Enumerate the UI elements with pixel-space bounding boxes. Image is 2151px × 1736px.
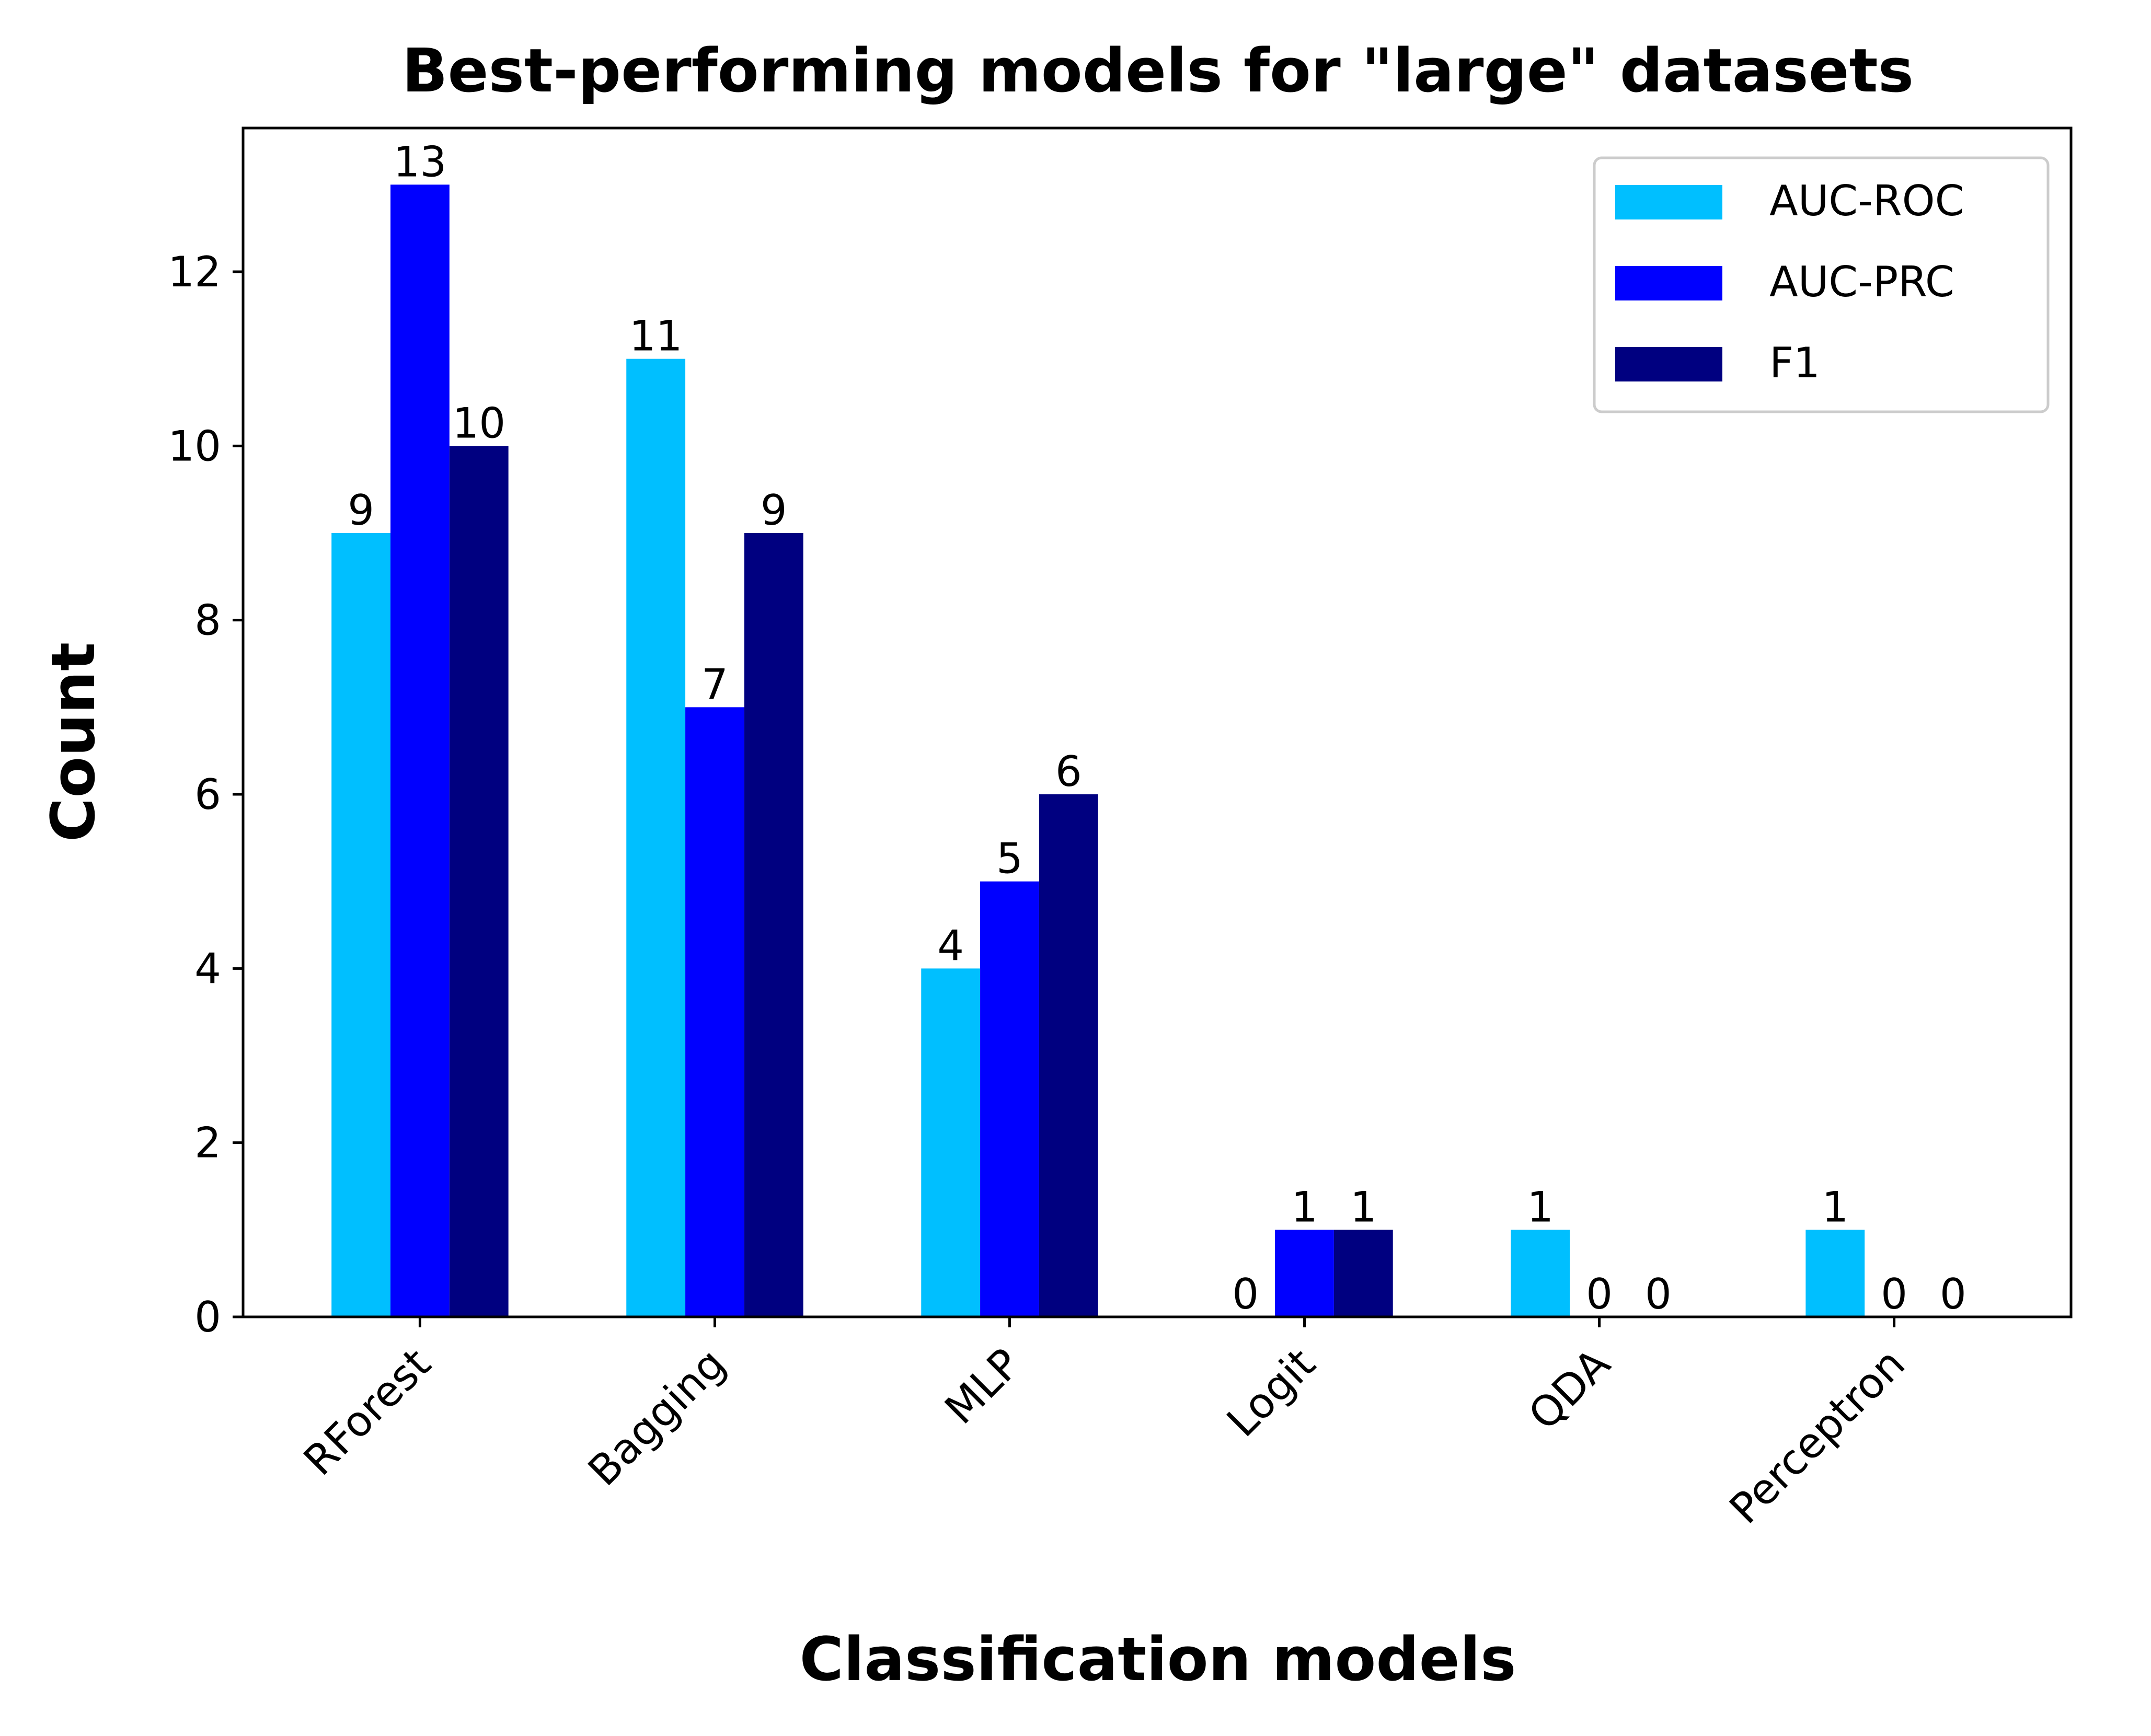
- bar-value-label: 1: [1822, 1183, 1848, 1231]
- x-axis-label: Classification models: [799, 1625, 1516, 1695]
- bar-logit-f1: [1333, 1230, 1393, 1317]
- bar-value-label: 9: [348, 486, 374, 535]
- legend-swatch-auc-prc: [1615, 266, 1722, 300]
- bar-value-label: 10: [452, 399, 505, 447]
- bar-mlp-auc-roc: [921, 968, 981, 1317]
- bar-value-label: 6: [1055, 747, 1082, 796]
- bar-value-label: 0: [1940, 1270, 1966, 1318]
- bar-value-label: 4: [937, 921, 964, 970]
- bar-mlp-auc-prc: [980, 881, 1039, 1317]
- bar-rforest-auc-prc: [390, 184, 450, 1317]
- y-tick-label: 10: [168, 422, 221, 470]
- bar-rforest-auc-roc: [331, 533, 391, 1317]
- bar-logit-auc-prc: [1275, 1230, 1334, 1317]
- bar-mlp-f1: [1039, 794, 1098, 1317]
- bar-value-label: 7: [701, 660, 728, 709]
- bar-value-label: 1: [1350, 1183, 1377, 1231]
- legend: AUC-ROC AUC-PRC F1: [1593, 156, 2050, 413]
- bar-value-label: 0: [1232, 1270, 1259, 1318]
- bar-bagging-auc-roc: [626, 358, 686, 1317]
- bar-value-label: 1: [1527, 1183, 1554, 1231]
- legend-label-auc-prc: AUC-PRC: [1769, 258, 1954, 306]
- y-tick-label: 2: [194, 1119, 221, 1167]
- bar-value-label: 0: [1645, 1270, 1672, 1318]
- y-tick-label: 6: [194, 770, 221, 819]
- y-axis-label: Count: [39, 642, 109, 842]
- y-tick-label: 4: [194, 944, 221, 993]
- bar-value-label: 5: [996, 835, 1023, 883]
- bar-bagging-auc-prc: [685, 707, 744, 1317]
- bar-value-label: 11: [629, 312, 683, 361]
- bar-rforest-f1: [449, 446, 509, 1317]
- bar-value-label: 9: [761, 486, 787, 535]
- y-tick-label: 12: [168, 248, 221, 296]
- bar-value-label: 0: [1586, 1270, 1613, 1318]
- plot-frame: [241, 126, 2073, 1318]
- y-tick-label: 8: [194, 596, 221, 645]
- legend-swatch-auc-roc: [1615, 185, 1722, 219]
- bar-value-label: 13: [394, 137, 447, 186]
- bars-layer: [331, 184, 1865, 1317]
- bar-value-label: 1: [1291, 1183, 1318, 1231]
- bar-perceptron-auc-roc: [1805, 1230, 1865, 1317]
- bar-qda-auc-roc: [1511, 1230, 1570, 1317]
- bar-bagging-f1: [744, 533, 803, 1317]
- legend-label-auc-roc: AUC-ROC: [1769, 177, 1964, 225]
- legend-swatch-f1: [1615, 347, 1722, 381]
- chart-title: Best-performing models for "large" datas…: [402, 36, 1914, 106]
- y-tick-label: 0: [194, 1293, 221, 1341]
- bar-value-label: 0: [1881, 1270, 1907, 1318]
- legend-label-f1: F1: [1769, 339, 1820, 387]
